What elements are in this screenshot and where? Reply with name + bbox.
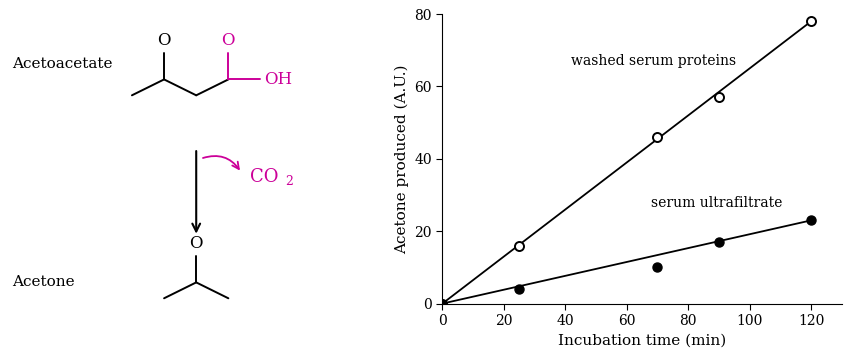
Text: O: O (157, 32, 171, 49)
Text: 2: 2 (285, 175, 293, 188)
Text: O: O (222, 32, 235, 49)
X-axis label: Incubation time (min): Incubation time (min) (558, 334, 726, 348)
Text: Acetoacetate: Acetoacetate (12, 56, 113, 71)
Y-axis label: Acetone produced (A.U.): Acetone produced (A.U.) (394, 64, 409, 253)
Text: washed serum proteins: washed serum proteins (571, 54, 736, 68)
Text: O: O (190, 235, 203, 252)
Text: OH: OH (264, 71, 292, 88)
Text: Acetone: Acetone (12, 275, 75, 289)
Text: CO: CO (250, 168, 278, 185)
Text: serum ultrafiltrate: serum ultrafiltrate (651, 196, 783, 209)
